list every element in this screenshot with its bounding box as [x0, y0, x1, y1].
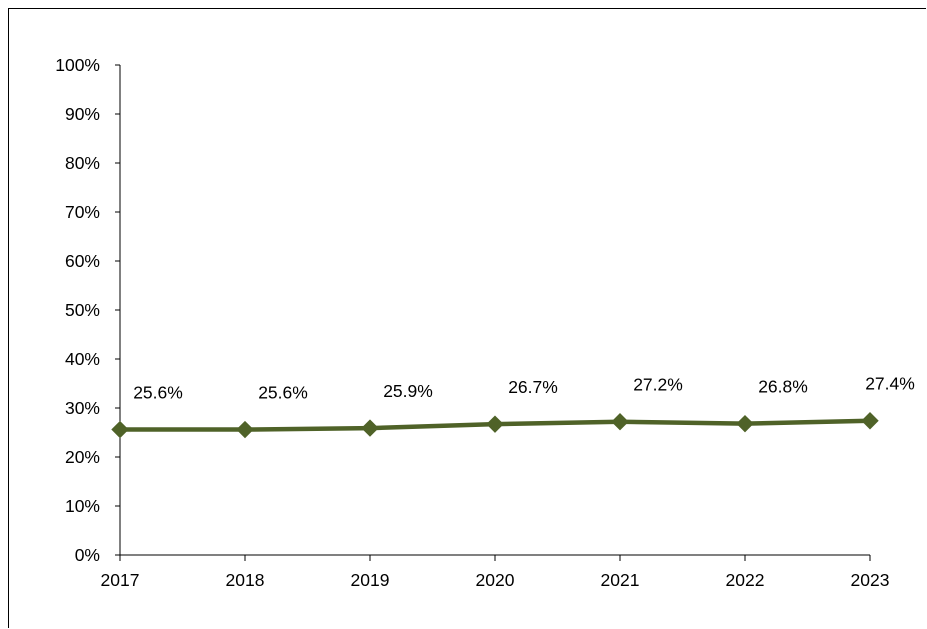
- data-label: 25.6%: [133, 383, 183, 403]
- y-tick-label: 70%: [65, 202, 100, 222]
- data-point-marker: [361, 419, 379, 437]
- y-tick-label: 30%: [65, 398, 100, 418]
- data-label: 27.4%: [865, 374, 915, 394]
- data-point-marker: [236, 420, 254, 439]
- data-labels: 25.6% 25.6% 25.9% 26.7% 27.2% 26.8% 27.4%: [133, 374, 915, 403]
- axes: 0% 10% 20% 30% 40% 50% 60% 70% 80% 90% 100% 2017 201…: [55, 55, 889, 590]
- data-point-marker: [486, 415, 504, 433]
- data-label: 26.7%: [508, 377, 558, 397]
- data-point-marker: [861, 412, 879, 430]
- y-tick-label: 50%: [65, 300, 100, 320]
- data-label: 25.9%: [383, 381, 433, 401]
- x-tick-label: 2017: [101, 570, 140, 590]
- y-tick-label: 20%: [65, 447, 100, 467]
- data-label: 27.2%: [633, 375, 683, 395]
- x-tick-label: 2020: [476, 570, 515, 590]
- x-tick-label: 2023: [851, 570, 890, 590]
- data-point-marker: [611, 413, 629, 431]
- chart-frame: [8, 8, 926, 628]
- y-tick-label: 0%: [75, 545, 100, 565]
- x-tick-label: 2021: [601, 570, 640, 590]
- data-label: 26.8%: [758, 377, 808, 397]
- y-tick-label: 90%: [65, 104, 100, 124]
- data-label: 25.6%: [258, 383, 308, 403]
- y-tick-label: 80%: [65, 153, 100, 173]
- x-tick-label: 2019: [351, 570, 390, 590]
- x-tick-label: 2022: [726, 570, 765, 590]
- y-tick-label: 40%: [65, 349, 100, 369]
- y-tick-label: 60%: [65, 251, 100, 271]
- data-point-marker: [736, 414, 754, 433]
- x-tick-label: 2018: [226, 570, 265, 590]
- series-line: [111, 412, 879, 439]
- data-point-marker: [111, 420, 129, 439]
- y-tick-label: 10%: [65, 496, 100, 516]
- y-tick-label: 100%: [55, 55, 100, 75]
